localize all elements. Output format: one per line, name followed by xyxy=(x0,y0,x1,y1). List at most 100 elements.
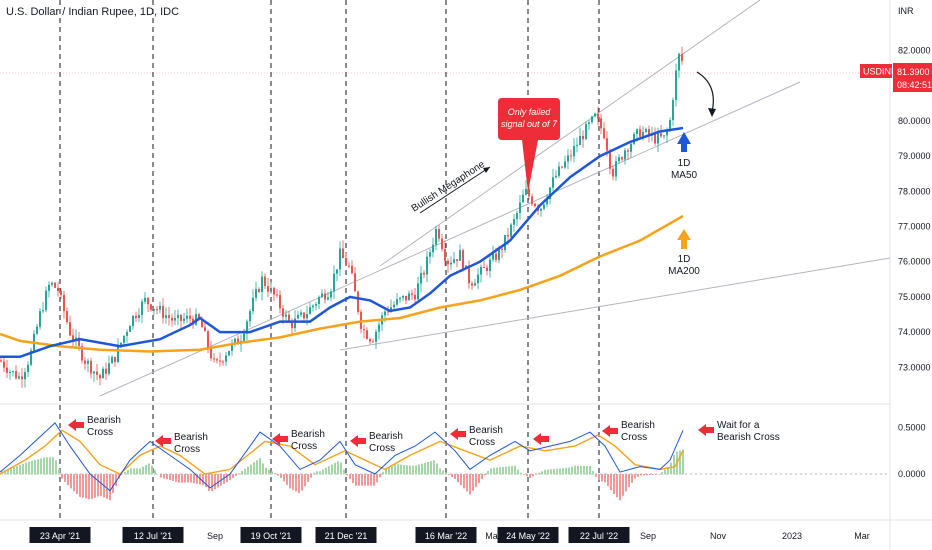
candle-body xyxy=(108,363,110,374)
histogram-bar xyxy=(562,468,564,475)
histogram-bar xyxy=(322,469,324,475)
histogram-bar xyxy=(505,466,507,475)
histogram-bar xyxy=(460,474,462,486)
svg-text:Bearish Cross: Bearish Cross xyxy=(717,432,780,443)
ma200-line xyxy=(0,214,684,353)
candle-body xyxy=(291,321,293,329)
candle-body xyxy=(318,297,320,304)
svg-text:Cross: Cross xyxy=(369,443,395,454)
candle-body xyxy=(459,250,461,261)
time-tick-label: Sep xyxy=(207,531,223,541)
candle-body xyxy=(477,274,479,284)
histogram-bar xyxy=(127,469,129,475)
histogram-bar xyxy=(634,474,636,479)
histogram-bar xyxy=(682,449,684,475)
candle-body xyxy=(174,318,176,321)
candle-body xyxy=(600,118,602,129)
histogram-bar xyxy=(637,474,639,477)
candle-body xyxy=(300,312,302,315)
candle-body xyxy=(561,166,563,168)
candle-body xyxy=(234,338,236,344)
candle-body xyxy=(570,155,572,157)
date-marker-label: 21 Dec '21 xyxy=(325,531,368,541)
histogram-bar xyxy=(61,474,63,479)
candle-body xyxy=(654,133,656,144)
candle-body xyxy=(534,203,536,207)
ma50-label-2: MA50 xyxy=(671,170,698,181)
ma50-arrow xyxy=(677,132,691,152)
histogram-bar xyxy=(196,474,198,484)
svg-text:Bearish: Bearish xyxy=(621,420,655,431)
histogram-bar xyxy=(112,474,114,493)
histogram-bar xyxy=(205,474,207,487)
candle-body xyxy=(114,356,116,362)
candle-body xyxy=(636,129,638,134)
candle-body xyxy=(660,133,662,137)
candle-body xyxy=(531,196,533,204)
histogram-bar xyxy=(247,466,249,475)
candle-body xyxy=(621,157,623,160)
trendline-support xyxy=(339,257,891,351)
histogram-bar xyxy=(262,463,264,475)
candle-body xyxy=(513,219,515,225)
candle-body xyxy=(273,287,275,295)
histogram-bar xyxy=(430,461,432,475)
candle-body xyxy=(480,266,482,275)
candle-body xyxy=(429,252,431,257)
candle-body xyxy=(150,304,152,310)
histogram-bar xyxy=(463,474,465,489)
histogram-bar xyxy=(586,465,588,475)
price-tick-label: 75.0000 xyxy=(898,292,931,302)
date-markers: 23 Apr '21 12 Jul '21 19 Oct '21 21 Dec '21… xyxy=(29,527,630,543)
candle-body xyxy=(168,315,170,318)
candle-body xyxy=(321,293,323,298)
candle-body xyxy=(282,308,284,317)
histogram-bar xyxy=(679,450,681,475)
histogram-bar xyxy=(91,474,93,499)
svg-text:Cross: Cross xyxy=(291,441,317,452)
candle-body xyxy=(72,335,74,341)
bearish-arrow-6 xyxy=(602,425,618,437)
ma200-annotation: 1D MA200 xyxy=(668,229,700,277)
candle-body xyxy=(540,208,542,211)
bearish-cross-5: Bearish Cross xyxy=(450,425,503,448)
price-tick-label: 78.0000 xyxy=(898,186,931,196)
price-tick-label: 76.0000 xyxy=(898,257,931,267)
candle-body xyxy=(678,53,680,71)
candle-body xyxy=(276,294,278,296)
histogram-bar xyxy=(631,474,633,483)
date-marker-label: 23 Apr '21 xyxy=(40,531,80,541)
oscillator-tick-label: 0.0000 xyxy=(898,469,926,479)
candle-body xyxy=(468,265,470,284)
candle-body xyxy=(555,175,557,178)
histogram-bar xyxy=(427,462,429,475)
candle-body xyxy=(99,374,101,379)
histogram-bar xyxy=(319,471,321,475)
candle-body xyxy=(447,260,449,265)
histogram-bar xyxy=(514,465,516,475)
projection-arrow xyxy=(696,71,714,113)
histogram-bar xyxy=(145,465,147,475)
histogram-bar xyxy=(349,474,351,480)
candle-body xyxy=(549,187,551,200)
candle-body xyxy=(201,319,203,328)
candle-body xyxy=(411,293,413,295)
bearish-arrow-3 xyxy=(272,433,288,445)
candle-body xyxy=(351,265,353,274)
candle-body xyxy=(303,312,305,319)
candle-body xyxy=(225,355,227,362)
candle-body xyxy=(288,314,290,322)
candle-body xyxy=(255,288,257,298)
histogram-bar xyxy=(655,474,657,475)
histogram-bar xyxy=(238,473,240,475)
candle-body xyxy=(645,129,647,132)
histogram-bar xyxy=(577,465,579,475)
histogram-bar xyxy=(595,474,597,477)
candle-body xyxy=(663,135,665,137)
histogram-bar xyxy=(19,465,21,475)
candle-body xyxy=(222,361,224,363)
candle-body xyxy=(426,256,428,275)
candle-body xyxy=(0,360,2,362)
candle-body xyxy=(666,130,668,136)
